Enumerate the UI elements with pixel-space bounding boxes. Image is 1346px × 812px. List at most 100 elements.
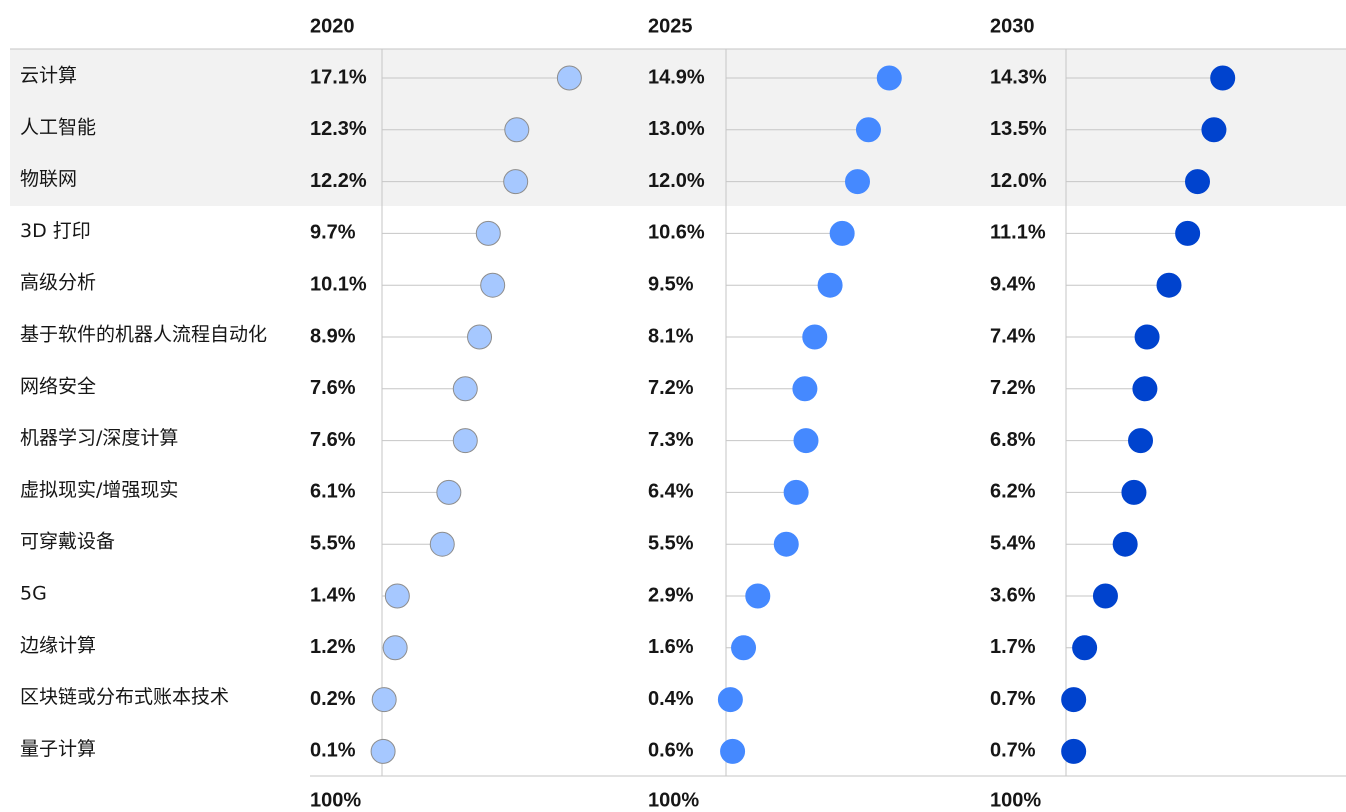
value-label: 5.5% (648, 532, 694, 554)
dot (817, 272, 843, 298)
value-label: 9.5% (648, 273, 694, 295)
value-label: 3.6% (990, 584, 1036, 606)
value-label: 7.2% (990, 377, 1036, 399)
value-label: 9.4% (990, 273, 1036, 295)
dot (370, 738, 396, 764)
dot (829, 220, 855, 246)
value-label: 7.6% (310, 377, 356, 399)
dot (467, 324, 493, 350)
value-label: 7.2% (648, 377, 694, 399)
category-label: 云计算 (20, 65, 77, 87)
category-label: 机器学习/深度计算 (20, 427, 178, 449)
dot (731, 635, 757, 661)
category-label: 边缘计算 (20, 634, 96, 656)
dot (1061, 687, 1087, 713)
value-label: 10.6% (648, 222, 705, 244)
dot (783, 479, 809, 505)
value-label: 12.2% (310, 170, 367, 192)
value-label: 0.1% (310, 740, 356, 762)
category-label: 虚拟现实/增强现实 (20, 479, 178, 501)
value-label: 12.0% (990, 170, 1047, 192)
category-label: 可穿戴设备 (20, 531, 115, 553)
dot (1210, 65, 1236, 91)
value-label: 9.7% (310, 222, 356, 244)
column-header: 2030 (990, 15, 1035, 37)
dot (436, 479, 462, 505)
value-label: 6.2% (990, 481, 1036, 503)
category-label: 区块链或分布式账本技术 (20, 686, 229, 708)
value-label: 7.3% (648, 429, 694, 451)
dot (745, 583, 771, 609)
dot (1156, 272, 1182, 298)
value-label: 2.9% (648, 584, 694, 606)
value-label: 0.2% (310, 688, 356, 710)
dot (1175, 220, 1201, 246)
value-label: 6.8% (990, 429, 1036, 451)
dot (855, 117, 881, 143)
value-label: 8.9% (310, 325, 356, 347)
value-label: 17.1% (310, 66, 367, 88)
value-label: 5.5% (310, 532, 356, 554)
value-label: 12.0% (648, 170, 705, 192)
value-label: 13.5% (990, 118, 1047, 140)
value-label: 1.6% (648, 636, 694, 658)
dot (429, 531, 455, 557)
dot (793, 428, 819, 454)
value-label: 1.7% (990, 636, 1036, 658)
dot (556, 65, 582, 91)
dot (371, 687, 397, 713)
category-label: 基于软件的机器人流程自动化 (20, 324, 267, 346)
dot (480, 272, 506, 298)
dot (504, 117, 530, 143)
dot (1201, 117, 1227, 143)
value-label: 8.1% (648, 325, 694, 347)
category-label: 量子计算 (20, 738, 96, 760)
dot (475, 220, 501, 246)
dot (503, 169, 529, 195)
dot (1061, 738, 1087, 764)
value-label: 14.3% (990, 66, 1047, 88)
value-label: 7.4% (990, 325, 1036, 347)
dot (452, 428, 478, 454)
value-label: 6.4% (648, 481, 694, 503)
dot (1132, 376, 1158, 402)
category-label: 5G (20, 583, 47, 605)
dot (1092, 583, 1118, 609)
value-label: 5.4% (990, 532, 1036, 554)
column-header: 2025 (648, 15, 693, 37)
dot (876, 65, 902, 91)
dot (1112, 531, 1138, 557)
category-label: 人工智能 (20, 116, 96, 138)
dot (1121, 479, 1147, 505)
dot (792, 376, 818, 402)
value-label: 13.0% (648, 118, 705, 140)
dot (773, 531, 799, 557)
dot (382, 635, 408, 661)
value-label: 0.4% (648, 688, 694, 710)
dot (1072, 635, 1098, 661)
dot (720, 738, 746, 764)
category-label: 网络安全 (20, 375, 96, 397)
dot (1128, 428, 1154, 454)
dot (1134, 324, 1160, 350)
highlight-band (10, 49, 1346, 206)
value-label: 11.1% (990, 222, 1046, 244)
value-label: 14.9% (648, 66, 705, 88)
category-label: 物联网 (20, 168, 77, 190)
dot (452, 376, 478, 402)
category-label: 高级分析 (20, 272, 96, 294)
dot (802, 324, 828, 350)
value-label: 1.4% (310, 584, 356, 606)
column-footer: 100% (648, 789, 699, 811)
value-label: 7.6% (310, 429, 356, 451)
value-label: 0.6% (648, 740, 694, 762)
dot (845, 169, 870, 195)
dot (384, 583, 410, 609)
column-footer: 100% (310, 789, 361, 811)
column-footer: 100% (990, 789, 1041, 811)
value-label: 12.3% (310, 118, 367, 140)
value-label: 0.7% (990, 740, 1036, 762)
dot (717, 687, 743, 713)
column-header: 2020 (310, 15, 355, 37)
